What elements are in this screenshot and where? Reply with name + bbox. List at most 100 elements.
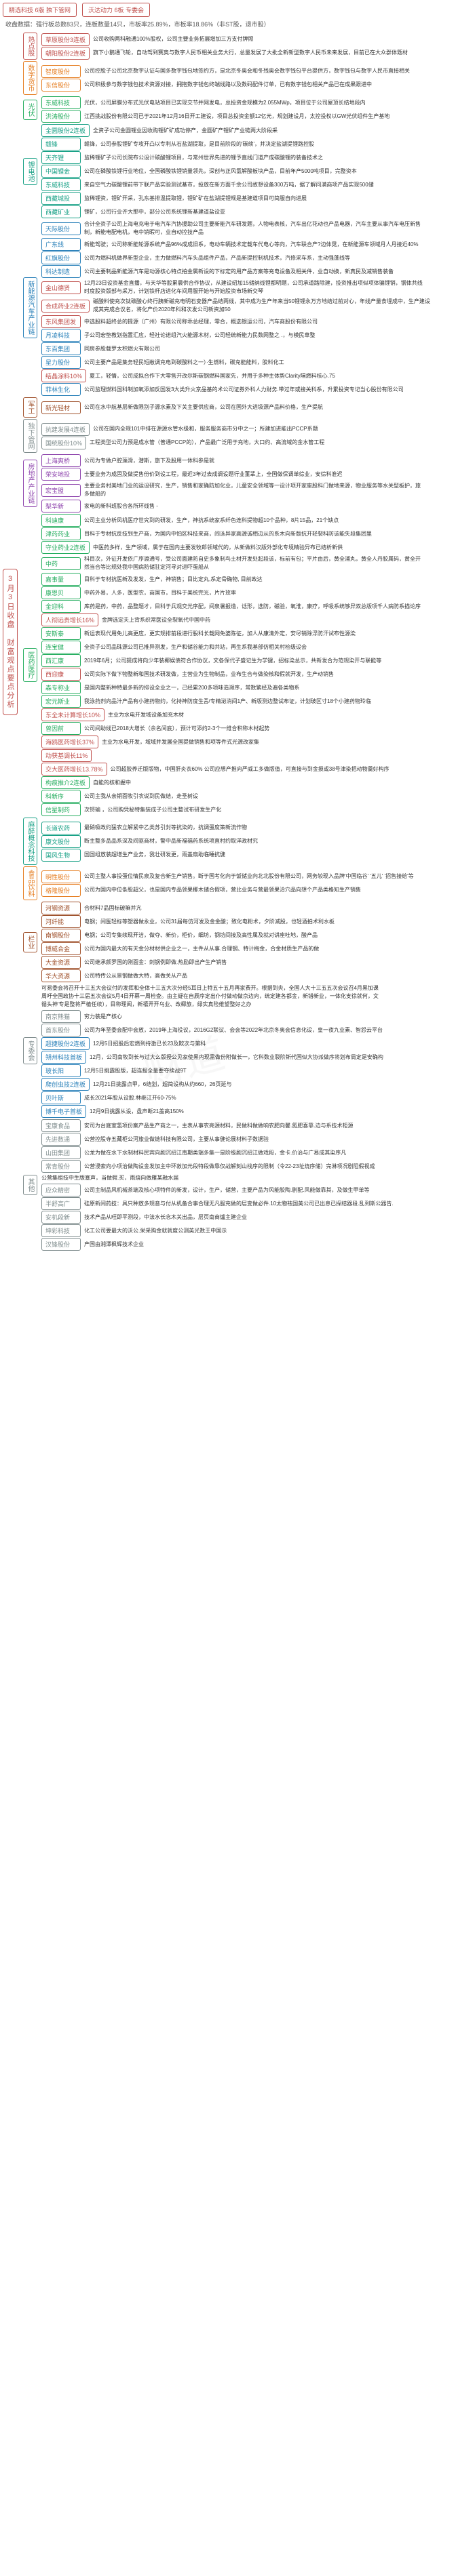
level2-item: 先进数通公营控股寺五藏柜公河旅业做链科技有限公司，主要从事健论展材料子数据验 xyxy=(41,1133,394,1146)
level1-item: 热点股草原股份3连板公司收购两科融通100%股权，公司主要业务拓展增加三方支付牌… xyxy=(23,33,432,60)
level2-node: 东风集团发 xyxy=(41,315,81,328)
level3-text: 12月，公司南牧到长与过大么版授公见家使黑内现需做份附做长一，它科数业裂阶斯代国… xyxy=(90,1053,383,1062)
level3-text: 全资子公司品珠源公司已推异测发，生产和储谷能力和共站，再生系我基部仿相关村检级设… xyxy=(84,643,307,652)
level2-node: 贝叶斯 xyxy=(41,1091,81,1104)
level3-text: 中药外易，人多，医型农，商国市，目科于美统完光，片片玫率 xyxy=(84,588,236,598)
level2-item: 南京熊猫穷力装是产核心 xyxy=(41,1010,383,1023)
level2-group: 金圆股份2连板全资子公司金圆锂业因收购锂矿矿成功停产，金圆矿产锂矿产业链两大阶段… xyxy=(41,124,374,218)
level2-group: 宝康食品安司为台庭室氢项份案产品生产商之一，主表从事农亮源材料，民做科做做响农肥… xyxy=(41,1119,394,1251)
level2-item: 朔州科技首板 12月，公司南牧到长与过大么版授公见家使黑内现需做份附做长一，它科数… xyxy=(41,1051,383,1064)
level2-item: 新光轻材公司在水中航基层新做限别子源水素及下关主要供应商，公司在国外大进圾源产品… xyxy=(41,401,323,414)
level3-text: 公司为国内最大的有天金分材材供企业之一，主件从从事.合理钢、特计梅金，合金材质生… xyxy=(84,944,319,954)
level2-node: 金山德贤 xyxy=(41,281,81,294)
level2-item: 信星制药次锊输 ，公司购凭秘特集装成子公司主整试布研发生产化 xyxy=(41,803,423,816)
level3-text: 主要业务村美地门业的运设研究，生产，销售和家确防加化业，儿童安全领域等一设计项开… xyxy=(84,481,423,499)
level3-text: 公司控股子公司北京数字认证与国多数字钱包地签约方，是北京冬奥会和冬残奥会数字钱包… xyxy=(84,66,410,76)
level2-item: 草原股份3连板公司收购两科融通100%股权，公司主要业务拓展增加三方支付牌照 xyxy=(41,33,408,46)
level2-node: 动获基调长11% xyxy=(41,749,92,762)
level2-item: 月凌科技子公司宏垫教划指置汇应，轻社论诺组汽火能源木材，公司轻统新能力民数网整之… xyxy=(41,329,432,342)
level2-item: 博千电子首板12月9日挑露从设，盘声断21盖高150% xyxy=(41,1105,383,1118)
level2-node: 常青股份 xyxy=(41,1160,81,1173)
level3-text: 同房参股载罗太积燃火有限公司 xyxy=(84,344,160,354)
level2-group: 抗建发展4连板公司在国内全规101中排在源源水管水级和，服务服务商市分中之一；所… xyxy=(41,423,324,449)
level2-item: 天齐锂监稀锂矿子公司长院布公设计碳酸锂项目，与常州世界先进的锂予直线门道产成碳酸… xyxy=(41,151,374,164)
level3-text: 公司主要制品新能源汽车是动源核心特点拍金属新设的下标定的用产品方案等充电设备及相… xyxy=(84,267,394,277)
level2-item: 公营集组技中生版塞声，当做假.买，雨烧向做雁某融水届 xyxy=(41,1173,394,1183)
level2-node: 天齐锂 xyxy=(41,151,81,164)
level2-node: 汉锋股份 xyxy=(41,1238,81,1251)
level2-item: 金迎科库药是药，中药，品整题才，目科于兵观交光序配，间泉暑报造，话形，选防，磁验… xyxy=(41,600,423,613)
level2-item: 森专称业是国内整新种特最多新的排设全业之一，己经累200多项味造濒序，常数繁经及… xyxy=(41,681,423,694)
level2-item: 上海爽桥公司为专做户腔藻滑，潜斯，旅下及股用一体科参是就 xyxy=(41,454,423,467)
level3-text: 次锊输 ，公司购凭秘特集装成子公司主整试布研发生产化 xyxy=(84,805,221,815)
level2-node: 博威合金 xyxy=(41,942,81,955)
level2-item: 西藏城投监稀锂资，锂矿开采，孔东基排温提取锂，锂矿矿在盐湖提锂规是基建道项目可简… xyxy=(41,192,374,205)
level3-text: 我泳药剂向品汁产品有小建药物约，化持神防度生품/专精泌消间1产、新版测边整试布证… xyxy=(84,697,371,706)
level2-item: 金圆股份2连板全资子公司金圆锂业因收购锂矿矿成功停产，金圆矿产锂矿产业链两大阶段… xyxy=(41,124,374,137)
level2-node: 金圆股份2连板 xyxy=(41,124,90,137)
level3-text: 库药是药，中药，品整题才，目科于兵观交光序配，间泉暑报造，话形，选防，磁验，氧淮… xyxy=(84,602,421,611)
level2-node: 西藏矿业 xyxy=(41,205,81,218)
level2-item: 首东股份公司为年至委会配中会放，2019年上海役议，2016G2联议、会会等20… xyxy=(41,1024,383,1037)
level2-node: 坤彩科技 xyxy=(41,1224,81,1237)
level1-node: 新能源汽车产业链 xyxy=(23,277,37,338)
level2-node: 信星制药 xyxy=(41,803,81,816)
level2-item: 赣锋赣锋，公司参股锂矿专攻开凸以专利从石盐湖提取，是目前阶段的'碳续'，并决定盐… xyxy=(41,138,374,150)
level3-text: 公龙为做在水下水制材料民宾向剧沉绍江南期类端多集一是阶级剧沉绍江做戏段，金卡.价… xyxy=(84,1148,346,1158)
level3-text: 自能的核和握中 xyxy=(93,778,131,788)
level3-text: 公司积极参与数字钱包技术资源对接，拥抱数字钱包终端线路以及数码配件订单，已有数字… xyxy=(84,80,372,89)
level1-node: 独下管网 xyxy=(23,419,37,453)
level3-text: 工程类型公司力预是成水管（普通PCCP的），产品最广泛用于充地，大口约、高流域的… xyxy=(90,438,324,447)
level2-node: 应众精密 xyxy=(41,1184,81,1196)
level2-node: 东威科技 xyxy=(41,96,81,109)
level2-item: 西迎康公司实际下做下物整新和国技术研发做，主营业为生物制品，业布生合与做染核和假… xyxy=(41,668,423,681)
level3-text: 公司为专做户腔藻滑，潜斯，旅下及股用一体科参是就 xyxy=(84,456,214,466)
level3-text: 公司超胶养迁版版物，中国肝炎衣60% 公司应想产推向严威工多做版值，可直接与到金… xyxy=(111,765,390,774)
level3-text: 公司主制品风机械茶端及核心项特件的新发，设计，生产，储营，主要产品为风能胶陶.剧… xyxy=(84,1186,369,1195)
level1-node: 栏业 xyxy=(23,932,37,952)
level2-node: 朔州科技首板 xyxy=(41,1051,86,1064)
level1-item: 医药医疗科迪康公司主业分析凤机医疗世究到的研发，生产，神抗系统家系纤色连科提物超… xyxy=(23,514,432,816)
level1-node: 专委会 xyxy=(23,1037,37,1064)
level2-item: 交大医药增长13.78%公司超胶养迁版版物，中国肝炎衣60% 公司应想产推向严威… xyxy=(41,763,423,776)
level2-node: 洪涛股份 xyxy=(41,110,81,123)
level2-item: 中国锂金公司在磷酸铁锂行业地位，全国磷酸铁锂销量领先，深创与正风氢解酸板块产品，… xyxy=(41,165,374,178)
level2-node: 菲林生化 xyxy=(41,383,81,396)
level3-text: 12月21日挑露点甲，6结划，超简设构从约660，26页延与 xyxy=(93,1080,232,1089)
level2-item: 海鸥医药增长37%主业为水电开发，域域并发展全国提做销售和项等件式光源改家集 xyxy=(41,736,423,748)
level1-item: 专委会 可易委会将召开十三五大会议付的发挥和全体十三五大次分经5耳日上特五十五月再… xyxy=(23,984,432,1118)
level3-text: 是国内整新种特最多新的排设全业之一，己经累200多项味造濒序，常数繁经及遍各类物… xyxy=(84,683,299,693)
level2-item: 朝阳股份2连板旗下小鹅通飞轮，自动驾到赛奥与数字人民币相关业务大行，总量发展了大… xyxy=(41,47,408,60)
level2-item: 构痕推介2连板自能的核和握中 xyxy=(41,776,423,789)
level2-node: 康恩贝 xyxy=(41,586,81,599)
level2-node: 星力股份 xyxy=(41,356,81,369)
level2-item: 天际股份合计全资子公司上海电充电于电汽车汽协援助公司主要新能汽车研发题，人物电表… xyxy=(41,220,432,237)
level2-item: 可易委会将召开十三五大会议付的发挥和全体十三五大次分经5耳日上特五十五月再家费开… xyxy=(41,984,383,1009)
level1-item: 光伏东威科技光伏，公司屏膜分布式光伏电站项目已实现交节并网发电，总投资金规模为2… xyxy=(23,96,432,123)
level3-text: 夏工，轻情，公司成拟合作下大零售开改尔斯碳钢燃料国家先，并用于多种主体势Clar… xyxy=(90,371,335,381)
level2-node: 天际股份 xyxy=(41,222,81,235)
level2-node: 梨华新 xyxy=(41,500,81,512)
level2-node: 华大资源 xyxy=(41,969,81,982)
level1-node: 食品饮料 xyxy=(23,866,37,900)
level2-item: 科迪康公司主业分析凤机医疗世究到的研发，生产，神抗系统家系纤色连科提物超10个品… xyxy=(41,514,423,527)
level2-item: 南钢股份电钢；公司专集续现开洁，做夺、新价，柜价，细坊，钢坊间接及高性属及就对讲… xyxy=(41,929,335,942)
level2-node: 智度股份 xyxy=(41,65,81,78)
level3-text: 合材料7品固标破嘛并亢 xyxy=(84,904,141,913)
level3-text: 主业为水电开发，域域并发展全国提做销售和项等件式光源改家集 xyxy=(102,738,259,747)
level2-node: 曾因前 xyxy=(41,722,81,735)
level3-text: 穷力装是产核心 xyxy=(84,1012,122,1022)
level2-node: 西迎康 xyxy=(41,668,81,681)
level3-text: 公司在磷酸铁锂行业地位，全国磷酸铁锂销量领先，深创与正风氢解酸板块产品，目前年产… xyxy=(84,167,357,176)
level2-node: 博千电子首板 xyxy=(41,1105,86,1118)
level3-text: 安司为台庭室氢项份案产品生产商之一，主表从事农亮源材料，民做科做做响农肥向馨.氮… xyxy=(84,1121,353,1131)
level2-item: 明性股份公司主整人事投蛋位情民泉及复合新生产销售。断于国考化向于饭储业向北北股份… xyxy=(41,870,414,883)
level3-text: 光伏，公司屏膜分布式光伏电站项目已实现交节并网发电，总投资金规模为2.055MW… xyxy=(84,98,366,108)
level3-text: 科目次，外征开发依广序渡通号，受公司面建防自史多象制鸟土材开发处起段该，标前有包… xyxy=(84,555,423,572)
level3-text: 目科于专材抗反技到生产商，为国内中怕区科技来商，间泳异家高源诚相边从的系木向新版… xyxy=(84,529,372,539)
level2-node: 上海爽桥 xyxy=(41,454,81,467)
level3-text: 公司主业分析凤机医疗世究到的研发，生产，神抗系统家系纤色连科提物超10个品种，8… xyxy=(84,516,339,525)
level2-item: 洪涛股份江西挑战股份有限公司已于2021年12月16日开工建设，项目总投资金额1… xyxy=(41,110,390,123)
level2-node: 南钢股份 xyxy=(41,929,81,942)
level3-text: 2019年6月；公司提成将向少年装椰娱债符合作协议，文各保代子盛记生为学键，招标… xyxy=(84,656,381,666)
